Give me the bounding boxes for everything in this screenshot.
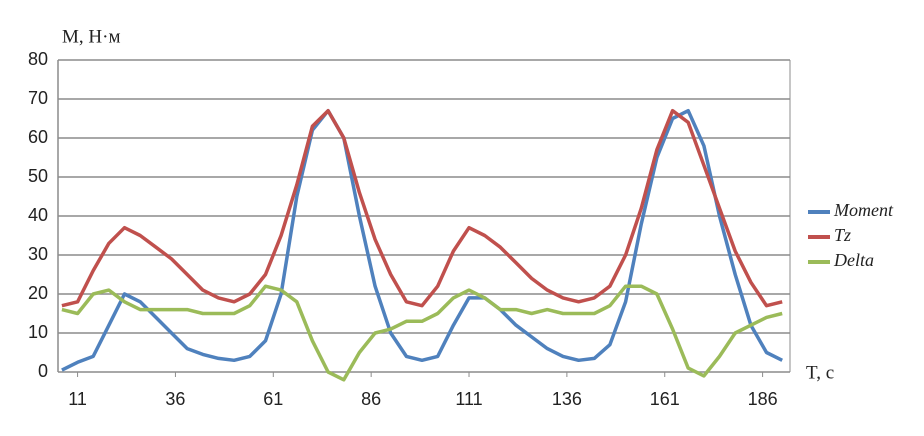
x-tick-label: 186 xyxy=(748,389,778,409)
y-tick-label: 40 xyxy=(28,205,48,225)
y-tick-label: 10 xyxy=(28,322,48,342)
y-tick-label: 50 xyxy=(28,166,48,186)
legend-label: Moment xyxy=(833,200,894,220)
x-tick-label: 36 xyxy=(165,389,185,409)
y-tick-label: 20 xyxy=(28,283,48,303)
legend-label: Tz xyxy=(834,225,851,245)
series-line xyxy=(61,284,783,382)
y-tick-label: 70 xyxy=(28,88,48,108)
x-tick-label: 11 xyxy=(68,389,87,409)
y-tick-label: 30 xyxy=(28,244,48,264)
x-tick-label: 61 xyxy=(263,389,283,409)
x-axis-label: T, с xyxy=(806,362,834,383)
y-tick-label: 80 xyxy=(28,49,48,69)
x-tick-label: 86 xyxy=(361,389,381,409)
x-tick-label: 161 xyxy=(650,389,680,409)
y-tick-label: 60 xyxy=(28,127,48,147)
series-line xyxy=(61,108,783,372)
x-tick-label: 111 xyxy=(455,389,482,409)
x-tick-label: 136 xyxy=(552,389,582,409)
y-axis-label: M, Н·м xyxy=(62,26,120,47)
y-tick-label: 0 xyxy=(38,361,48,381)
series-line xyxy=(61,108,783,308)
legend-label: Delta xyxy=(833,250,874,270)
